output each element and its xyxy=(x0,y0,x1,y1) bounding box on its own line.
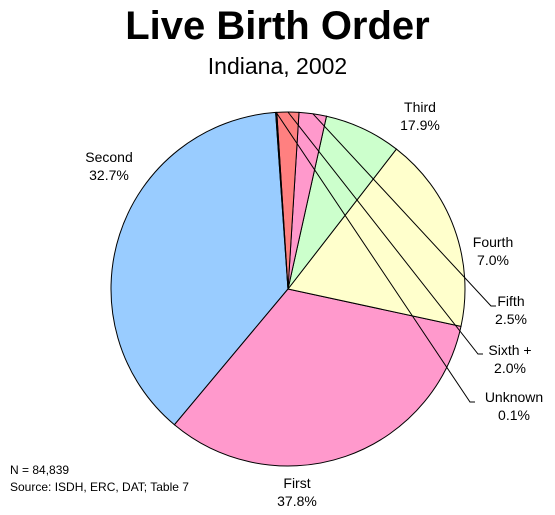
slice-percent-label: 2.5% xyxy=(495,311,527,327)
slice-label: Sixth + xyxy=(488,342,531,358)
pie-slice-second xyxy=(173,288,462,467)
slice-label: Third xyxy=(404,99,436,115)
sample-size-note: N = 84,839 xyxy=(10,463,70,477)
slice-label: Unknown xyxy=(485,389,543,405)
slice-label: First xyxy=(283,475,310,491)
leader-lines xyxy=(275,111,496,403)
pie-slices xyxy=(110,111,466,467)
slice-percent-label: 37.8% xyxy=(277,493,317,509)
chart-title: Live Birth Order xyxy=(125,4,430,48)
leader-line xyxy=(287,111,483,355)
source-note: Source: ISDH, ERC, DAT; Table 7 xyxy=(10,480,189,494)
slice-label: Fifth xyxy=(497,293,524,309)
leader-line xyxy=(275,112,475,403)
chart-subtitle: Indiana, 2002 xyxy=(207,53,348,79)
slice-percent-label: 7.0% xyxy=(477,252,509,268)
slice-percent-label: 17.9% xyxy=(400,117,440,133)
slice-labels: First 37.8% Second 32.7% Third 17.9% Fourth 7.0… xyxy=(85,99,543,509)
slice-percent-label: 32.7% xyxy=(89,167,129,183)
pie-slice-first xyxy=(110,111,289,426)
slice-label: Fourth xyxy=(473,234,513,250)
slice-percent-label: 2.0% xyxy=(494,360,526,376)
slice-percent-label: 0.1% xyxy=(498,407,530,423)
pie-slice-third xyxy=(287,148,466,327)
slice-label: Second xyxy=(85,149,132,165)
leader-line xyxy=(312,113,496,307)
